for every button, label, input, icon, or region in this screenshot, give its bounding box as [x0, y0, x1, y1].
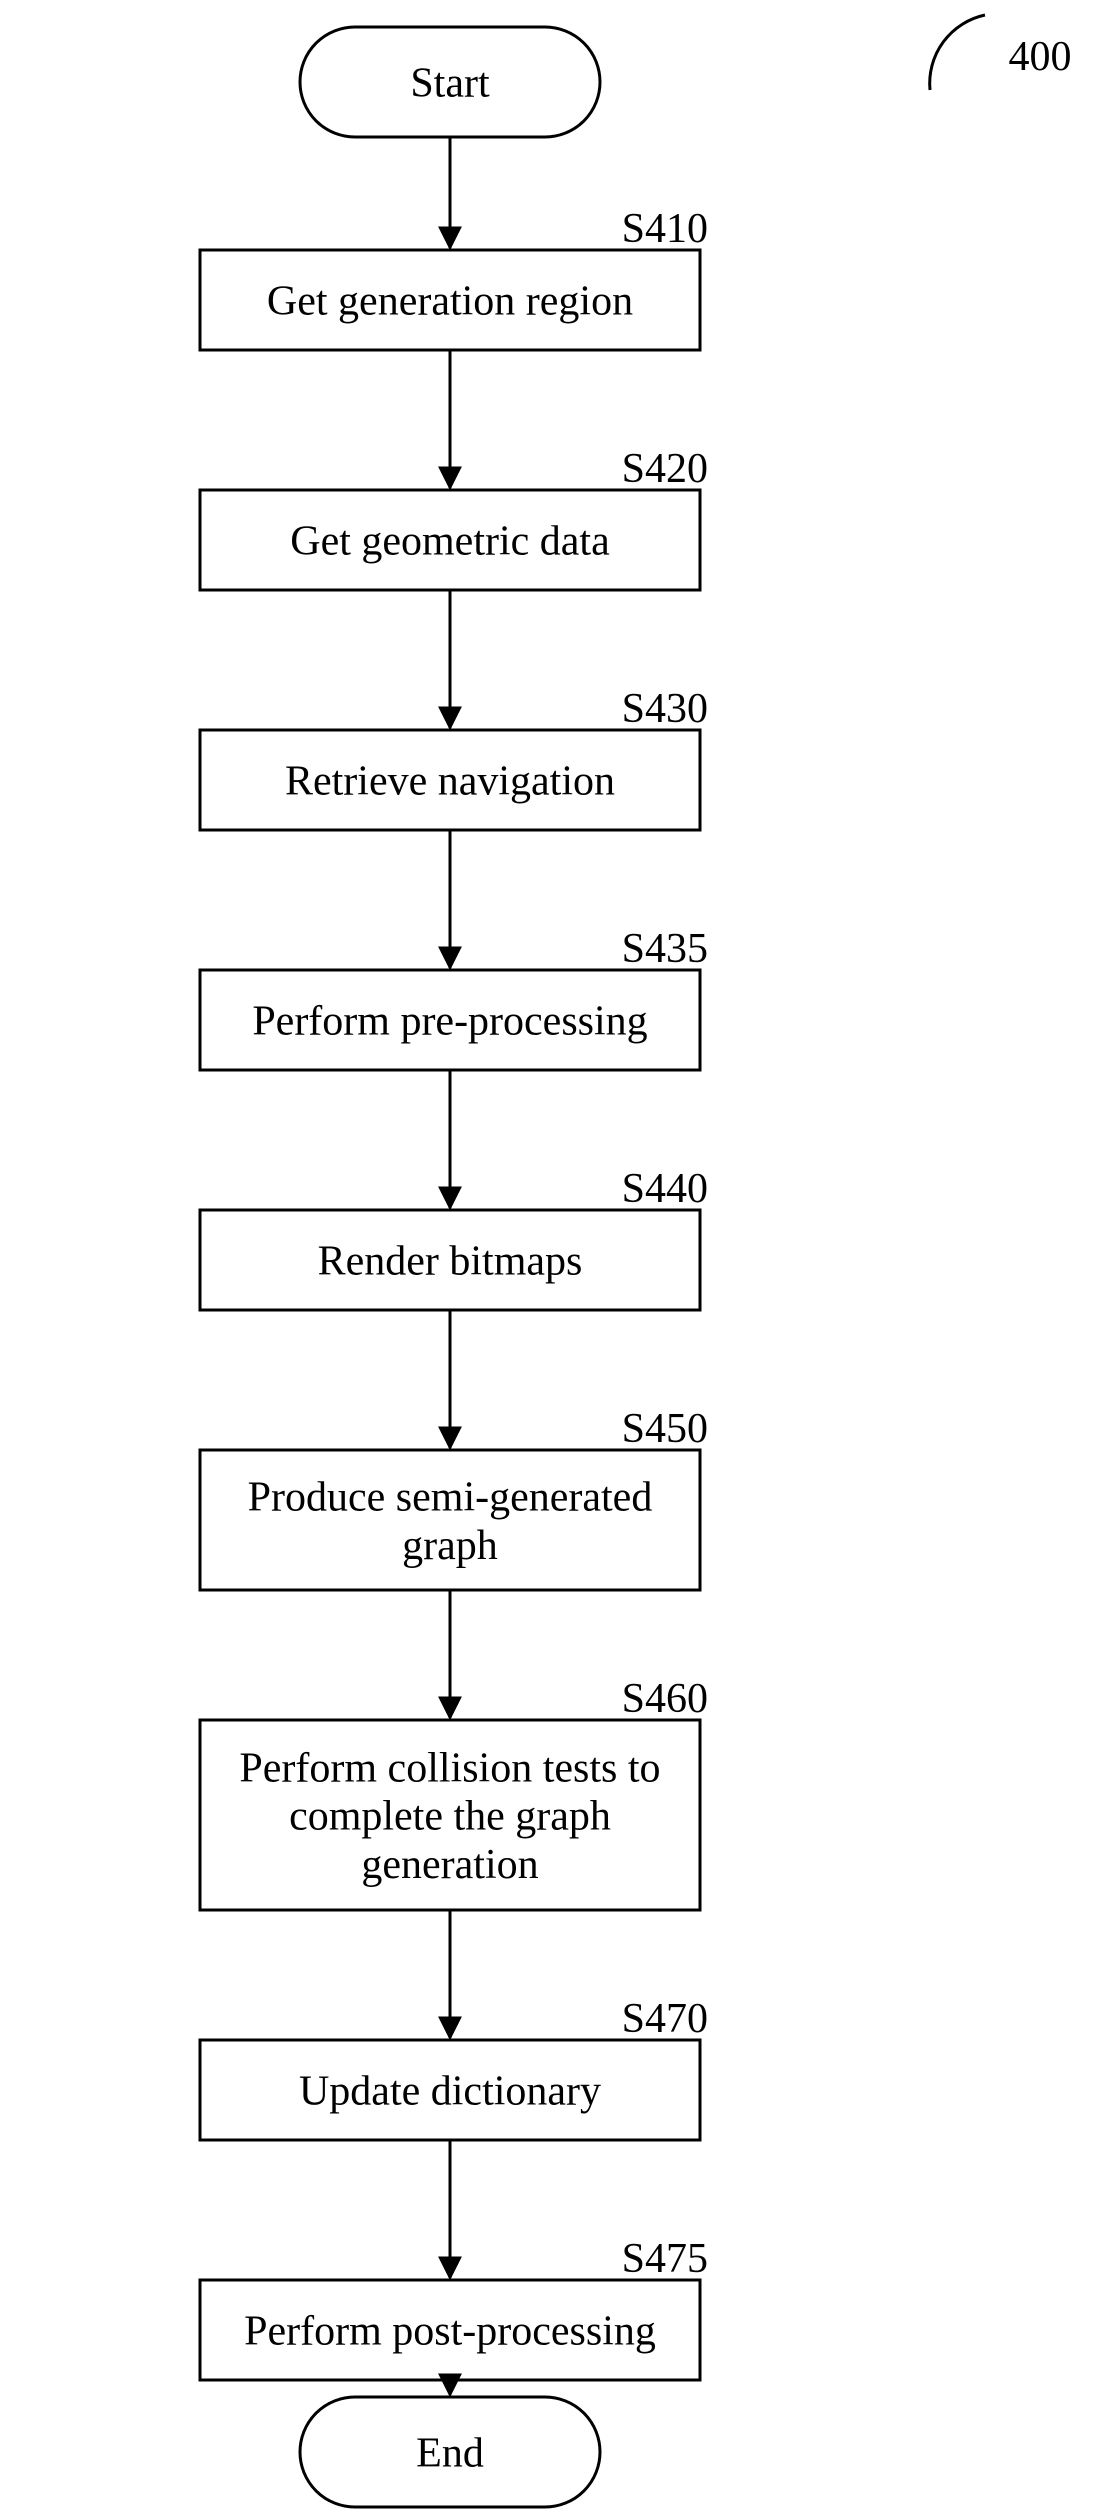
- step-label-s475: S475: [622, 2236, 708, 2282]
- step-s470: Update dictionary S470: [200, 1996, 708, 2140]
- figure-label: 400: [1009, 34, 1072, 80]
- step-s460-text-0: Perform collision tests to: [239, 1745, 660, 1791]
- terminal-end-label: End: [416, 2431, 484, 2477]
- step-s440-text-0: Render bitmaps: [318, 1239, 583, 1285]
- step-s450: Produce semi-generatedgraph S450: [200, 1406, 708, 1590]
- terminal-start: Start: [300, 27, 600, 137]
- step-label-s430: S430: [622, 686, 708, 732]
- step-s410: Get generation region S410: [200, 206, 708, 350]
- step-s410-text-0: Get generation region: [267, 279, 633, 325]
- step-s475-text-0: Perform post-processing: [244, 2309, 656, 2355]
- step-s420-text-0: Get geometric data: [290, 519, 610, 565]
- step-s430-text-0: Retrieve navigation: [285, 759, 615, 805]
- step-label-s440: S440: [622, 1166, 708, 1212]
- step-s460-text-1: complete the graph: [289, 1794, 611, 1840]
- step-label-s420: S420: [622, 446, 708, 492]
- step-label-s470: S470: [622, 1996, 708, 2042]
- step-s475: Perform post-processing S475: [200, 2236, 708, 2380]
- step-s435-text-0: Perform pre-processing: [252, 999, 647, 1045]
- step-label-s450: S450: [622, 1406, 708, 1452]
- step-s440: Render bitmaps S440: [200, 1166, 708, 1310]
- step-label-s435: S435: [622, 926, 708, 972]
- step-s450-text-0: Produce semi-generated: [248, 1475, 653, 1521]
- step-s420: Get geometric data S420: [200, 446, 708, 590]
- terminal-end: End: [300, 2397, 600, 2507]
- terminal-start-label: Start: [410, 61, 490, 107]
- step-s460-text-2: generation: [361, 1842, 538, 1888]
- step-s470-text-0: Update dictionary: [299, 2069, 601, 2115]
- step-s435: Perform pre-processing S435: [200, 926, 708, 1070]
- step-label-s460: S460: [622, 1676, 708, 1722]
- step-s450-text-1: graph: [402, 1523, 498, 1569]
- step-label-s410: S410: [622, 206, 708, 252]
- step-s460: Perform collision tests tocomplete the g…: [200, 1676, 708, 1910]
- figure-arc: [930, 15, 985, 90]
- step-s430: Retrieve navigationS430: [200, 686, 708, 830]
